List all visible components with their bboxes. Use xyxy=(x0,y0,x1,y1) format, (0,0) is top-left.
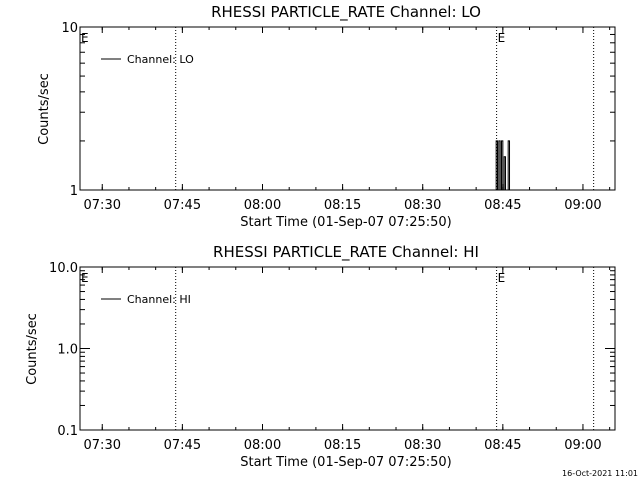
hi-y-axis-label: Counts/sec xyxy=(25,313,40,385)
hi-x-tick-label: 07:30 xyxy=(84,438,121,453)
hi-x-tick-label: 08:15 xyxy=(324,438,361,453)
lo-y-tick-label: 10 xyxy=(61,21,78,36)
hi-event-marker-label: E xyxy=(81,271,89,285)
hi-y-tick-label: 0.1 xyxy=(57,424,78,439)
hi-y-tick-label: 10.0 xyxy=(49,261,78,276)
hi-x-tick-label: 08:45 xyxy=(484,438,521,453)
lo-event-marker-label: E xyxy=(498,31,506,45)
lo-x-tick-label: 07:30 xyxy=(84,198,121,213)
hi-event-marker-label: E xyxy=(498,271,506,285)
lo-chart-title: RHESSI PARTICLE_RATE Channel: LO xyxy=(211,3,481,22)
hi-y-tick-label: 1.0 xyxy=(57,343,78,358)
lo-x-ticks: 07:30 07:45 08:00 08:15 08:30 08:45 09:00 xyxy=(84,27,611,213)
hi-x-tick-label: 09:00 xyxy=(564,438,601,453)
hi-y-ticks: 0.1 1.0 10.0 xyxy=(49,261,615,439)
lo-x-tick-label: 08:15 xyxy=(324,198,361,213)
hi-legend-label: Channel: HI xyxy=(127,293,191,306)
lo-series xyxy=(494,140,513,191)
lo-x-tick-label: 07:45 xyxy=(164,198,201,213)
hi-x-axis-label: Start Time (01-Sep-07 07:25:50) xyxy=(240,455,451,470)
footer-timestamp: 16-Oct-2021 11:01 xyxy=(562,469,638,478)
lo-x-tick-label: 09:00 xyxy=(564,198,601,213)
lo-series-line xyxy=(494,140,513,191)
lo-y-tick-label: 1 xyxy=(70,184,78,199)
lo-event-marker-label: E xyxy=(81,31,89,45)
hi-plot-frame xyxy=(79,266,616,431)
lo-legend-label: Channel: LO xyxy=(127,53,194,66)
lo-y-axis-label: Counts/sec xyxy=(37,73,52,145)
hi-panel: RHESSI PARTICLE_RATE Channel: HI 07:30 07… xyxy=(25,243,616,470)
hi-x-tick-label: 08:00 xyxy=(244,438,281,453)
hi-chart-title: RHESSI PARTICLE_RATE Channel: HI xyxy=(213,243,479,262)
lo-y-ticks: 1 10 xyxy=(61,21,615,199)
lo-x-axis-label: Start Time (01-Sep-07 07:25:50) xyxy=(240,215,451,230)
lo-plot-frame xyxy=(79,26,616,191)
lo-x-tick-label: 08:30 xyxy=(404,198,441,213)
lo-panel: RHESSI PARTICLE_RATE Channel: LO 07:30 07… xyxy=(37,3,616,230)
lo-x-tick-label: 08:00 xyxy=(244,198,281,213)
lo-x-tick-label: 08:45 xyxy=(484,198,521,213)
hi-x-tick-label: 07:45 xyxy=(164,438,201,453)
hi-x-tick-label: 08:30 xyxy=(404,438,441,453)
hi-x-ticks: 07:30 07:45 08:00 08:15 08:30 08:45 09:00 xyxy=(84,267,611,453)
